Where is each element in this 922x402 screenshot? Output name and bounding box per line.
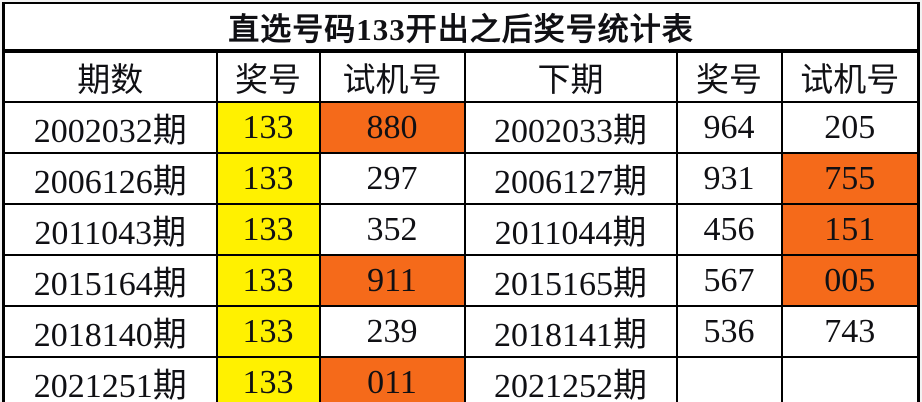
next-period-cell: 2018141期: [463, 305, 678, 358]
next-test-cell: 743: [780, 305, 921, 358]
next-period-cell: 2002033期: [463, 101, 678, 154]
table-row: 2021251期 133 011 2021252期: [2, 356, 921, 402]
column-header-period: 期数: [2, 50, 218, 103]
period-cell: 2002032期: [2, 101, 218, 154]
next-test-cell: 151: [780, 203, 921, 256]
test-number-cell: 911: [318, 254, 466, 307]
next-prize-cell: 931: [675, 152, 783, 205]
period-cell: 2021251期: [2, 356, 218, 402]
prize-cell: 133: [215, 101, 321, 154]
table-row: 2011043期 133 352 2011044期 456 151: [2, 203, 921, 256]
column-header-next-period: 下期: [463, 50, 678, 103]
prize-cell: 133: [215, 305, 321, 358]
column-header-next-test: 试机号: [780, 50, 921, 103]
next-prize-cell: 964: [675, 101, 783, 154]
period-cell: 2006126期: [2, 152, 218, 205]
next-test-cell: 205: [780, 101, 921, 154]
table-title-row: 直选号码133开出之后奖号统计表: [1, 2, 921, 53]
prize-cell: 133: [215, 356, 321, 402]
next-test-cell: 005: [780, 254, 921, 307]
next-prize-cell: [675, 356, 783, 402]
next-period-cell: 2006127期: [463, 152, 678, 205]
test-number-cell: 297: [318, 152, 466, 205]
column-header-test-number: 试机号: [318, 50, 466, 103]
period-cell: 2018140期: [2, 305, 218, 358]
prize-cell: 133: [215, 203, 321, 256]
period-cell: 2015164期: [2, 254, 218, 307]
test-number-cell: 880: [318, 101, 466, 154]
next-test-cell: 755: [780, 152, 921, 205]
next-period-cell: 2011044期: [463, 203, 678, 256]
prize-cell: 133: [215, 254, 321, 307]
next-prize-cell: 567: [675, 254, 783, 307]
test-number-cell: 011: [318, 356, 466, 402]
test-number-cell: 239: [318, 305, 466, 358]
period-cell: 2011043期: [2, 203, 218, 256]
next-period-cell: 2021252期: [463, 356, 678, 402]
table-row: 2018140期 133 239 2018141期 536 743: [2, 305, 921, 358]
table-row: 2002032期 133 880 2002033期 964 205: [2, 101, 921, 154]
page-title: 直选号码133开出之后奖号统计表: [1, 2, 921, 53]
column-header-prize: 奖号: [215, 50, 321, 103]
next-test-cell: [780, 356, 921, 402]
test-number-cell: 352: [318, 203, 466, 256]
table-row: 2015164期 133 911 2015165期 567 005: [2, 254, 921, 307]
next-prize-cell: 456: [675, 203, 783, 256]
table-header-row: 期数 奖号 试机号 下期 奖号 试机号: [2, 50, 921, 103]
next-prize-cell: 536: [675, 305, 783, 358]
column-header-next-prize: 奖号: [675, 50, 783, 103]
next-period-cell: 2015165期: [463, 254, 678, 307]
table-row: 2006126期 133 297 2006127期 931 755: [2, 152, 921, 205]
prize-cell: 133: [215, 152, 321, 205]
